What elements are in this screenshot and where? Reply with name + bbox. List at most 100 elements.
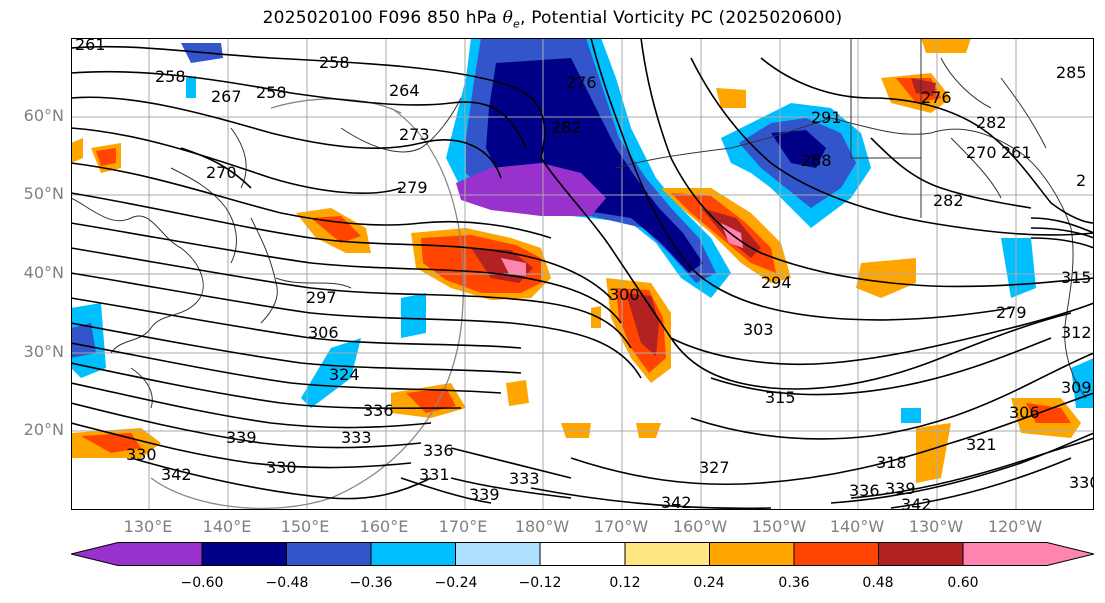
map-frame	[71, 38, 1094, 510]
contour-label: 276	[566, 73, 597, 92]
lon-label: 140°W	[829, 517, 885, 536]
contour-label: 327	[699, 458, 730, 477]
lat-label-20n: 20°N	[23, 420, 64, 439]
cbar-segment	[371, 542, 456, 566]
contour-label: 303	[743, 320, 774, 339]
lat-label-60n: 60°N	[23, 106, 64, 125]
cbar-segment	[455, 542, 540, 566]
contour-label: 285	[1056, 63, 1087, 82]
coastlines	[71, 38, 1087, 409]
contour-label: 324	[329, 365, 360, 384]
contour-label: 267	[211, 87, 242, 106]
title-prefix: 2025020100 F096 850 hPa	[262, 8, 503, 28]
lon-label: 150°E	[280, 517, 330, 536]
colorbar-tick-label: −0.60	[180, 575, 224, 591]
contour-label: 315	[1061, 268, 1092, 287]
lat-label-30n: 30°N	[23, 342, 64, 361]
contour-label: 2	[1076, 171, 1086, 190]
contour-label: 336	[849, 481, 880, 500]
contour-label: 336	[363, 401, 394, 420]
contour-label: 276	[921, 88, 952, 107]
contour-labels: 261 258 258 267 258 264 273 279 270 282 …	[75, 38, 1094, 510]
contour-label: 297	[306, 288, 337, 307]
colorbar-tick-label: −0.12	[518, 575, 562, 591]
map-panel: 261 258 258 267 258 264 273 279 270 282 …	[71, 38, 1094, 510]
lon-label: 130°W	[908, 517, 964, 536]
lon-label: 180°W	[514, 517, 570, 536]
contour-label: 279	[996, 303, 1027, 322]
contour-label: 270	[206, 163, 237, 182]
lon-label: 160°W	[672, 517, 728, 536]
contour-label: 330	[1069, 473, 1094, 492]
contour-label: 342	[161, 465, 192, 484]
contour-label: 261	[1001, 143, 1032, 162]
cbar-segment	[286, 542, 371, 566]
contour-label: 261	[75, 38, 106, 54]
contour-label: 333	[341, 428, 372, 447]
cbar-segment	[540, 542, 625, 566]
contour-label: 282	[933, 191, 964, 210]
lat-label-40n: 40°N	[23, 263, 64, 282]
cbar-segment	[71, 542, 202, 566]
colorbar-tick-label: 0.36	[778, 575, 810, 591]
contour-label: 315	[765, 388, 796, 407]
cbar-segment	[794, 542, 879, 566]
contour-label: 339	[469, 485, 500, 504]
colorbar-tick-label: 0.48	[862, 575, 894, 591]
contour-label: 282	[551, 118, 582, 137]
colorbar-graphic	[70, 542, 1095, 566]
contour-label: 342	[661, 493, 692, 510]
colorbar	[70, 542, 1095, 570]
lon-label: 140°E	[202, 517, 252, 536]
colorbar-tick-label: 0.12	[609, 575, 641, 591]
contour-label: 273	[399, 125, 430, 144]
lon-label: 170°E	[438, 517, 488, 536]
contour-label: 258	[319, 53, 350, 72]
contour-label: 279	[397, 178, 428, 197]
lon-label: 170°W	[593, 517, 649, 536]
contour-label: 258	[256, 83, 287, 102]
title-suffix: , Potential Vorticity PC (2025020600)	[520, 8, 843, 28]
lat-label-50n: 50°N	[23, 184, 64, 203]
range-outline	[150, 107, 465, 510]
contour-label: 321	[966, 435, 997, 454]
contour-label: 282	[976, 113, 1007, 132]
contour-label: 300	[609, 285, 640, 304]
colorbar-tick-label: 0.60	[947, 575, 979, 591]
contour-label: 264	[389, 81, 420, 100]
theta-e-contours	[71, 38, 1094, 510]
theta-symbol: θ	[502, 8, 514, 28]
contour-label: 330	[266, 458, 297, 477]
contour-label: 330	[126, 445, 157, 464]
contour-label: 258	[155, 67, 186, 86]
lon-label: 120°W	[987, 517, 1043, 536]
contour-label: 270	[966, 143, 997, 162]
contour-label: 318	[876, 453, 907, 472]
contour-label: 339	[226, 428, 257, 447]
map-title: 2025020100 F096 850 hPa θe, Potential Vo…	[0, 8, 1105, 30]
cbar-segment	[202, 542, 287, 566]
contour-label: 306	[1009, 403, 1040, 422]
cbar-segment	[878, 542, 963, 566]
colorbar-tick-label: −0.48	[265, 575, 309, 591]
contour-label: 291	[811, 108, 842, 127]
map-canvas: 261 258 258 267 258 264 273 279 270 282 …	[71, 38, 1094, 510]
cbar-segment	[963, 542, 1094, 566]
contour-label: 294	[761, 273, 792, 292]
graticule	[71, 38, 1094, 510]
contour-label: 336	[423, 441, 454, 460]
colorbar-tick-label: 0.24	[693, 575, 725, 591]
lon-label: 130°E	[123, 517, 173, 536]
cbar-segment	[709, 542, 794, 566]
contour-label: 306	[308, 323, 339, 342]
contour-label: 288	[801, 151, 832, 170]
lon-label: 160°E	[359, 517, 409, 536]
theta-subscript: e	[513, 17, 520, 31]
contour-label: 309	[1061, 378, 1092, 397]
contour-label: 333	[509, 469, 540, 488]
contour-label: 339	[885, 479, 916, 498]
contour-label: 312	[1061, 323, 1092, 342]
lon-label: 150°W	[751, 517, 807, 536]
contour-label: 342	[901, 495, 932, 510]
colorbar-tick-label: −0.36	[349, 575, 393, 591]
